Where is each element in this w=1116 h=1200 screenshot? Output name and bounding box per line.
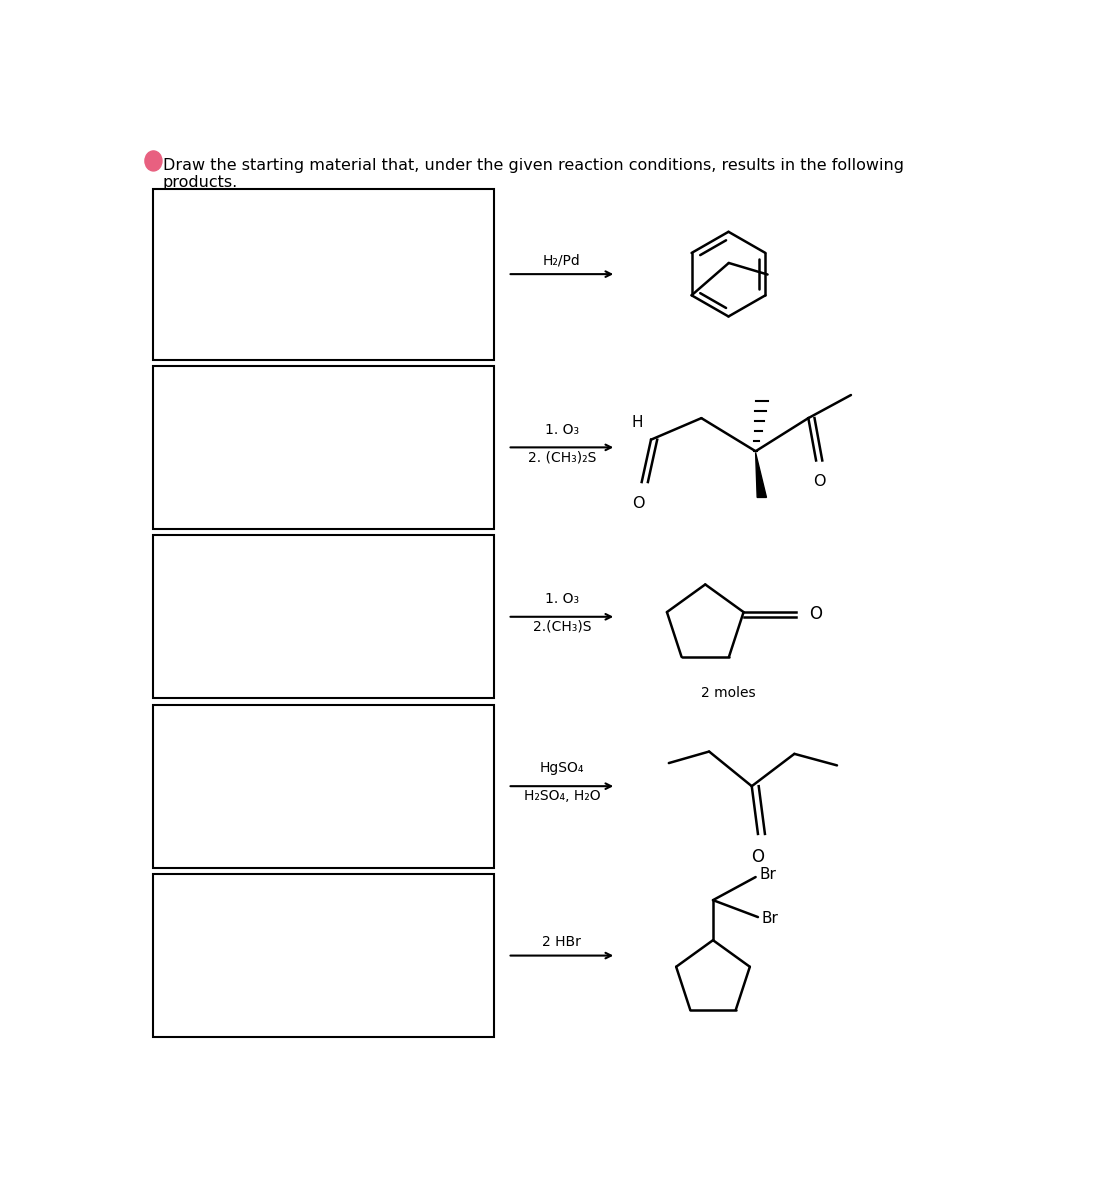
Text: O: O — [751, 847, 764, 865]
Ellipse shape — [145, 151, 162, 170]
Text: Draw the starting material that, under the given reaction conditions, results in: Draw the starting material that, under t… — [163, 158, 904, 191]
Text: 2. (CH₃)₂S: 2. (CH₃)₂S — [528, 450, 596, 464]
Bar — [153, 874, 494, 1037]
Text: 2 moles: 2 moles — [701, 686, 756, 700]
Text: O: O — [812, 474, 826, 490]
Text: 1. O₃: 1. O₃ — [545, 422, 579, 437]
Bar — [153, 366, 494, 529]
Text: H: H — [632, 415, 643, 431]
Text: Br: Br — [760, 868, 777, 882]
Text: HgSO₄: HgSO₄ — [540, 761, 584, 775]
Text: O: O — [633, 496, 645, 511]
Text: 2.(CH₃)S: 2.(CH₃)S — [532, 620, 591, 634]
Bar — [153, 535, 494, 698]
Text: H₂/Pd: H₂/Pd — [543, 254, 580, 268]
Bar — [153, 704, 494, 868]
Text: 1. O₃: 1. O₃ — [545, 592, 579, 606]
Bar — [153, 188, 494, 360]
Text: H₂SO₄, H₂O: H₂SO₄, H₂O — [523, 790, 600, 803]
Polygon shape — [756, 452, 767, 498]
Text: 2 HBr: 2 HBr — [542, 936, 581, 949]
Text: O: O — [809, 606, 821, 624]
Text: Br: Br — [762, 911, 779, 926]
